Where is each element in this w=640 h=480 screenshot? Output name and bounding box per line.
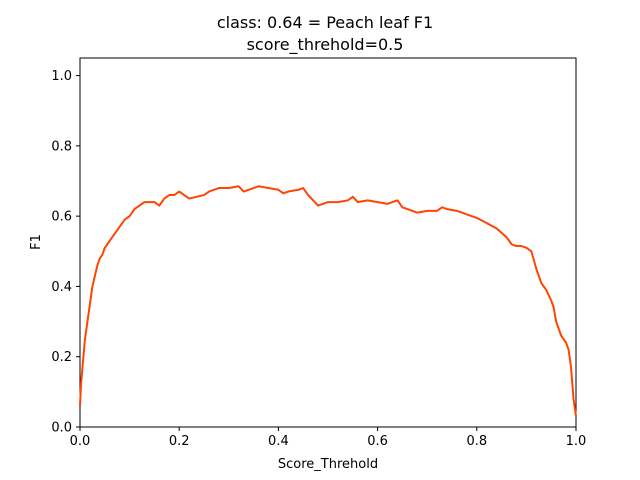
y-tick-label: 0.8 [51,139,72,154]
chart-subtitle: score_threhold=0.5 [247,35,404,55]
x-tick-label: 0.2 [169,434,190,449]
plot-frame [79,57,577,428]
x-tick-label: 1.0 [566,434,587,449]
x-axis-label: Score_Threhold [278,457,378,472]
y-tick-label: 1.0 [51,69,72,84]
x-tick-label: 0.8 [466,434,487,449]
f1-series-line [79,185,577,417]
y-tick-label: 0.6 [51,210,72,225]
chart-title: class: 0.64 = Peach leaf F1 [217,13,433,32]
y-tick-label: 0.0 [51,421,72,436]
y-axis-ticks: 0.0 0.2 0.4 0.6 0.8 1.0 [51,69,80,436]
y-tick-label: 0.4 [51,280,72,295]
x-tick-label: 0.6 [367,434,388,449]
x-tick-label: 0.4 [268,434,289,449]
x-tick-label: 0.0 [70,434,91,449]
y-tick-label: 0.2 [51,350,72,365]
x-axis-ticks: 0.0 0.2 0.4 0.6 0.8 1.0 [70,427,587,449]
y-axis-label: F1 [29,234,44,250]
